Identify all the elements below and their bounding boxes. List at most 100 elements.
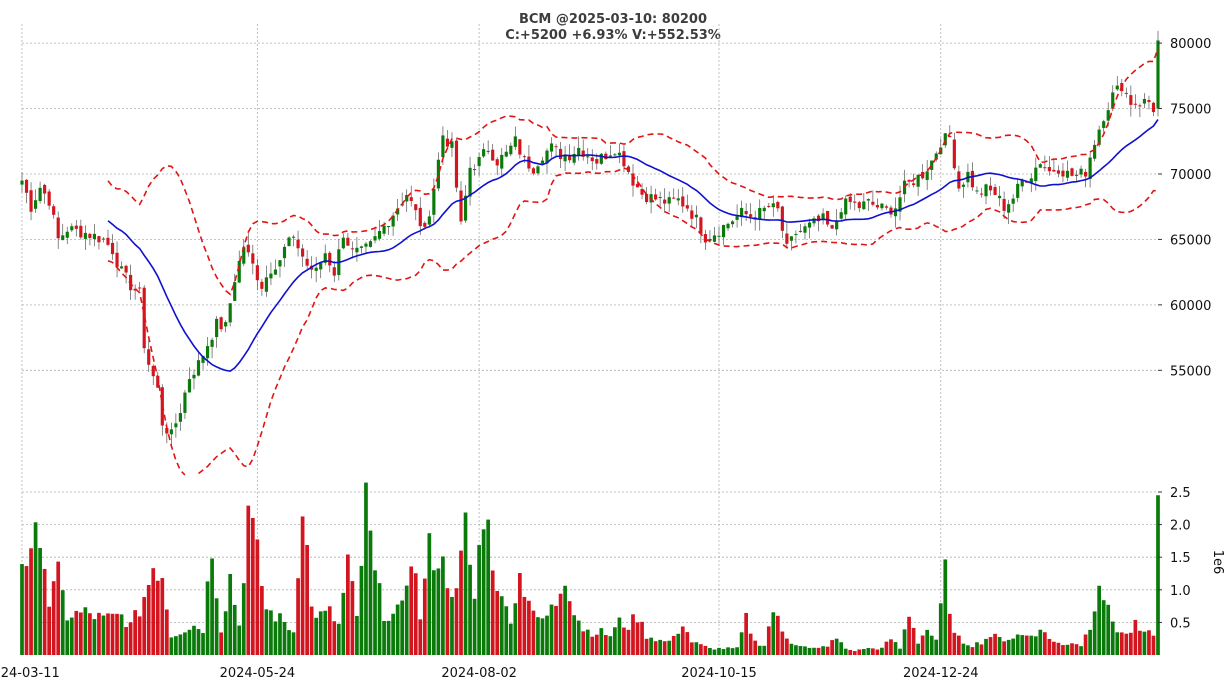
candle — [70, 223, 74, 233]
candle-body — [473, 169, 477, 171]
volume-bar — [106, 613, 110, 655]
candle — [622, 145, 626, 173]
candle — [527, 145, 531, 172]
candle — [554, 143, 558, 158]
volume-bar — [1115, 632, 1120, 655]
candle — [577, 136, 581, 161]
volume-bar — [744, 612, 748, 655]
candle-body — [1061, 170, 1065, 177]
candle-body — [988, 185, 993, 191]
candle-body — [1129, 95, 1133, 105]
candle-body — [776, 202, 780, 209]
indicator-lines — [107, 48, 1159, 476]
volume-bar — [246, 505, 251, 655]
candle — [663, 188, 667, 211]
candle — [694, 205, 698, 229]
candle-body — [540, 160, 545, 164]
candle-body — [568, 155, 572, 161]
candle-body — [844, 198, 848, 215]
candle-body — [432, 188, 436, 215]
volume-bar — [278, 613, 282, 655]
candle-body — [1052, 169, 1056, 172]
candle-body — [29, 190, 33, 212]
candle — [255, 258, 259, 291]
candle — [463, 185, 468, 223]
volume-bar — [97, 612, 101, 655]
volume-bar — [594, 634, 599, 655]
candle — [61, 223, 65, 241]
candle — [798, 223, 803, 233]
candle-body — [246, 244, 250, 253]
volume-bar — [205, 581, 210, 655]
candle — [74, 220, 78, 237]
candle — [233, 273, 237, 302]
candle-body — [219, 317, 223, 330]
candle-body — [260, 281, 264, 289]
candle-body — [1111, 92, 1115, 109]
candle-body — [912, 183, 916, 186]
volume-bar — [74, 610, 79, 655]
candle-body — [866, 199, 870, 201]
candle-body — [477, 157, 481, 167]
candle — [857, 200, 861, 213]
candle — [617, 143, 622, 164]
candle-body — [237, 260, 241, 283]
candle — [405, 189, 409, 212]
candle — [988, 177, 993, 196]
candle — [1065, 160, 1070, 182]
candle-body — [373, 236, 377, 241]
volume-bar — [400, 600, 405, 655]
candle-body — [1142, 98, 1147, 104]
candle — [771, 195, 775, 217]
candle-body — [47, 191, 51, 206]
candle-body — [409, 197, 413, 201]
volume-bar — [667, 640, 672, 655]
candle-body — [278, 260, 282, 267]
candle — [1052, 158, 1056, 172]
volume-bar — [821, 646, 825, 655]
candle — [178, 403, 182, 431]
candle-body — [224, 322, 228, 327]
volume-axis-label: 1e6 — [1210, 550, 1225, 575]
candle-body — [907, 179, 911, 182]
volume-bar — [622, 627, 626, 655]
volume-bar — [884, 641, 889, 655]
candle-body — [156, 375, 160, 388]
candle-body — [812, 218, 816, 224]
ma20-line — [107, 119, 1159, 373]
candle-body — [893, 208, 898, 217]
candle-body — [291, 236, 296, 238]
volume-bar — [273, 621, 278, 655]
candle — [1074, 170, 1079, 182]
candle — [224, 320, 228, 333]
candle-body — [685, 205, 689, 209]
volume-bar — [735, 647, 739, 655]
candle-body — [1056, 170, 1061, 174]
price-tick-label: 70000 — [1170, 168, 1211, 183]
candle-body — [595, 159, 599, 164]
volume-bar — [169, 637, 174, 655]
volume-bar — [920, 635, 925, 655]
candle-body — [590, 157, 594, 162]
candle-body — [441, 135, 445, 158]
volume-bar — [359, 565, 364, 655]
candle-body — [984, 184, 988, 197]
candle — [1007, 199, 1011, 224]
volume-bar — [658, 639, 663, 655]
candle-body — [522, 156, 526, 158]
volume-bar — [522, 596, 527, 655]
candle — [531, 167, 536, 176]
volume-bar — [730, 648, 735, 655]
volume-bar — [69, 617, 74, 655]
volume-bar — [1011, 638, 1016, 655]
candle — [1093, 140, 1097, 162]
volume-bar — [250, 517, 255, 655]
candle — [975, 186, 979, 195]
candle — [1129, 85, 1133, 117]
candle-body — [341, 237, 345, 249]
volume-bar — [336, 623, 341, 655]
candle — [359, 245, 364, 254]
candle — [350, 241, 354, 259]
candle-body — [667, 197, 671, 204]
